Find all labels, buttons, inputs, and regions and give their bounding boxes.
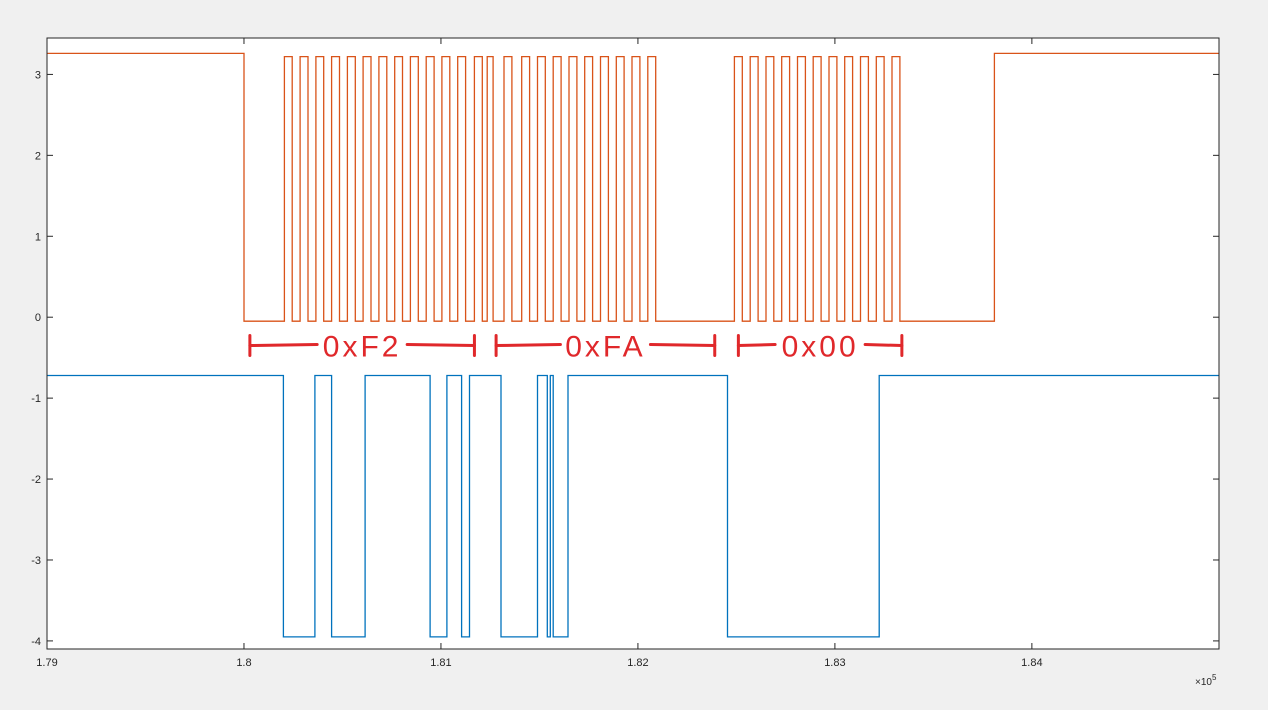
x-tick-label: 1.81 (430, 657, 451, 669)
annotation-bracket-right (863, 343, 904, 348)
y-tick-label: 1 (35, 231, 41, 243)
x-tick-label: 1.83 (824, 657, 845, 669)
x-tick-label: 1.82 (627, 657, 648, 669)
annotation-bracket-left (494, 343, 562, 348)
annotation-bracket-left (736, 343, 777, 348)
y-tick-label: -2 (31, 474, 41, 486)
x-tick-label: 1.84 (1021, 657, 1042, 669)
plot-area (47, 38, 1219, 649)
y-tick-label: 0 (35, 312, 41, 324)
y-tick-label: 3 (35, 69, 41, 81)
annotation-bracket-right (648, 343, 717, 348)
annotation-bracket-left (248, 343, 319, 348)
y-tick-label: -3 (31, 555, 41, 567)
annotation-label: 0x00 (782, 331, 859, 364)
x-exponent-label: ×105 (1195, 673, 1217, 688)
axes-box (46, 37, 1220, 650)
series-line-2 (47, 374, 1219, 638)
y-tick-label: -1 (31, 393, 41, 405)
y-tick-label: 2 (35, 150, 41, 162)
annotation-layer: 0xF2 0xFA 0x00 (248, 331, 904, 364)
x-tick-label: 1.79 (36, 657, 57, 669)
series-line-1 (47, 52, 1219, 322)
y-tick-label: -4 (31, 636, 41, 648)
annotation-bracket-right (405, 343, 476, 348)
annotation-label: 0xF2 (323, 331, 402, 364)
x-tick-label: 1.8 (236, 657, 251, 669)
annotation-label: 0xFA (565, 331, 645, 364)
series-layer (47, 52, 1219, 638)
tick-layer: 1.79 1.8 1.81 1.82 1.83 1.84 -4 -3 -2 -1 0 1 2 3 (31, 38, 1219, 669)
